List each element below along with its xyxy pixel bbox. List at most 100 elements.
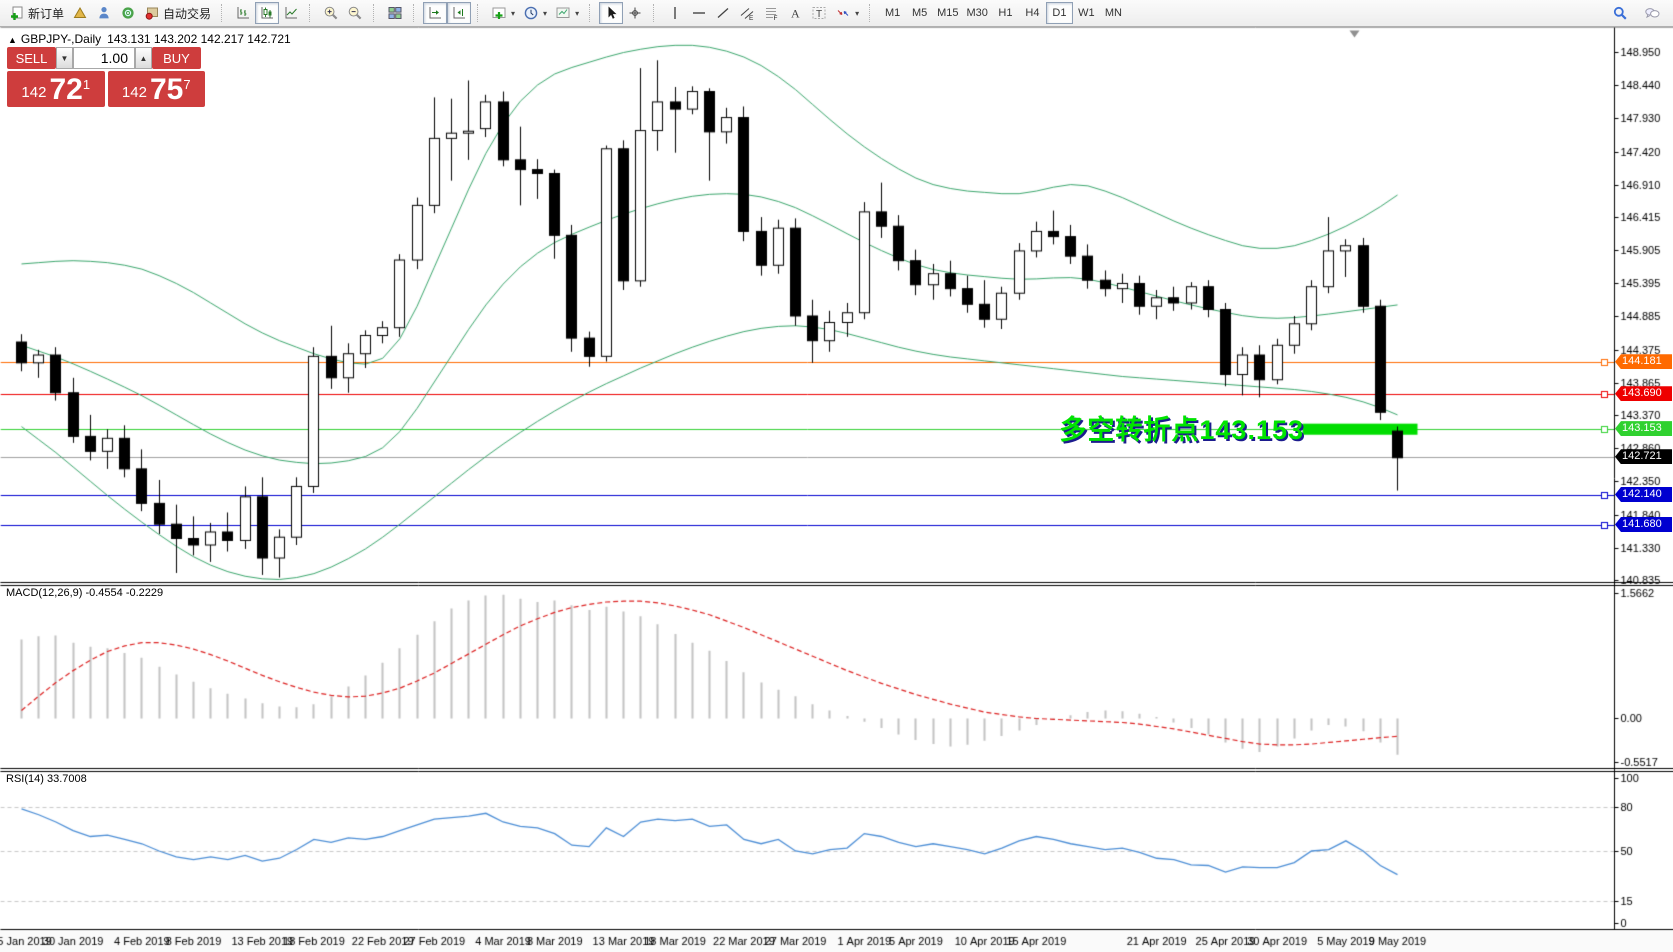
- chart-shift-button[interactable]: [447, 2, 472, 24]
- toolbar-group: 新订单 自动交易: [5, 2, 215, 24]
- sell-price-big: 72: [49, 73, 83, 106]
- buy-price-prefix: 142: [121, 84, 147, 101]
- vertical-line-button[interactable]: [663, 2, 687, 24]
- search-button[interactable]: [1608, 2, 1632, 24]
- cursor-button[interactable]: [599, 2, 624, 24]
- tile-windows-button[interactable]: [383, 2, 407, 24]
- text-button[interactable]: A: [783, 2, 807, 24]
- timeframe-group: M1 M5 M15 M30 H1 H4 D1 W1 MN: [879, 2, 1127, 24]
- svg-text:A: A: [791, 7, 800, 21]
- tf-h4-button[interactable]: H4: [1019, 2, 1046, 24]
- toolbar-group: [383, 2, 407, 24]
- trendline-icon: [717, 8, 729, 18]
- sell-price-sup: 1: [82, 77, 91, 92]
- tf-h1-button[interactable]: H1: [992, 2, 1019, 24]
- price-line-label-142.140[interactable]: 142.140: [1615, 487, 1672, 503]
- person-chart-icon: [99, 7, 109, 19]
- zoom-in-icon: [324, 6, 338, 20]
- volume-input[interactable]: [73, 47, 135, 69]
- auto-trading-label: 自动交易: [163, 6, 212, 21]
- buy-price-button[interactable]: 142 75 7: [107, 71, 205, 107]
- chat-button[interactable]: [1640, 2, 1664, 24]
- toolbar-separator: [653, 4, 659, 22]
- search-icon: [1613, 6, 1627, 20]
- chat-icon: [1645, 8, 1660, 19]
- toolbar-group: [319, 2, 367, 24]
- fibonacci-icon: F: [766, 8, 778, 21]
- text-label-button[interactable]: T: [807, 2, 831, 24]
- fibonacci-button[interactable]: F: [759, 2, 783, 24]
- new-order-button[interactable]: 新订单: [5, 2, 68, 24]
- chart-shift-icon: [453, 7, 466, 19]
- price-line-label-143.690[interactable]: 143.690: [1615, 386, 1672, 402]
- tf-w1-button[interactable]: W1: [1073, 2, 1100, 24]
- chart-title-bar: ▲ GBPJPY-,Daily 143.131 143.202 142.217 14…: [8, 32, 291, 46]
- indicators-icon: [492, 7, 506, 19]
- periods-button[interactable]: ▾: [519, 2, 551, 24]
- hline-icon: [693, 12, 706, 14]
- profiles-button[interactable]: [92, 2, 116, 24]
- indicators-list-button[interactable]: ▾: [487, 2, 519, 24]
- dropdown-arrow-icon: ▾: [511, 8, 516, 18]
- text-icon: A: [791, 7, 800, 21]
- tf-m1-label: M1: [884, 7, 901, 19]
- line-chart-button[interactable]: [279, 2, 303, 24]
- tf-h1-label: H1: [998, 7, 1013, 19]
- tf-d1-label: D1: [1052, 7, 1067, 19]
- templates-icon: [556, 7, 570, 18]
- tf-m1-button[interactable]: M1: [879, 2, 906, 24]
- tf-m30-button[interactable]: M30: [963, 2, 992, 24]
- new-order-label: 新订单: [28, 6, 65, 21]
- buy-button[interactable]: BUY: [152, 47, 201, 69]
- price-line-label-141.680[interactable]: 141.680: [1615, 516, 1672, 532]
- svg-text:E: E: [749, 15, 754, 21]
- horizontal-line-button[interactable]: [687, 2, 711, 24]
- periods-icon: [524, 6, 538, 20]
- tf-h4-label: H4: [1025, 7, 1040, 19]
- toolbar-group: [231, 2, 303, 24]
- toolbar-separator: [221, 4, 227, 22]
- price-line-label-144.181[interactable]: 144.181: [1615, 354, 1672, 370]
- cursor-icon: [608, 6, 617, 19]
- sell-button[interactable]: SELL: [7, 47, 56, 69]
- toolbar-group: E F A T ▾: [663, 2, 863, 24]
- price-line-label-143.153[interactable]: 143.153: [1615, 421, 1672, 437]
- symbol-name: GBPJPY-,Daily: [20, 32, 102, 46]
- toolbar-separator: [589, 4, 595, 22]
- chart-window-button[interactable]: [68, 2, 92, 24]
- toolbar-separator: [413, 4, 419, 22]
- chart-annotation-text[interactable]: 多空转折点143.153: [1059, 415, 1304, 445]
- zoom-in-button[interactable]: [319, 2, 343, 24]
- tf-d1-button[interactable]: D1: [1045, 2, 1073, 24]
- market-scan-button[interactable]: [116, 2, 140, 24]
- volume-decrease-button[interactable]: ▼: [56, 47, 73, 69]
- trendline-button[interactable]: [711, 2, 735, 24]
- sell-price-button[interactable]: 142 72 1: [7, 71, 105, 107]
- bid-price-label[interactable]: 142.721: [1615, 449, 1672, 465]
- zoom-out-button[interactable]: [343, 2, 367, 24]
- arrows-button[interactable]: ▾: [831, 2, 863, 24]
- crosshair-button[interactable]: [623, 2, 647, 24]
- bar-chart-button[interactable]: [231, 2, 255, 24]
- equidistant-channel-button[interactable]: E: [735, 2, 759, 24]
- volume-increase-button[interactable]: ▲: [135, 47, 152, 69]
- tf-m5-button[interactable]: M5: [906, 2, 933, 24]
- crosshair-icon: [629, 7, 641, 19]
- autotrade-icon: [145, 7, 159, 20]
- toolbar-group: [423, 2, 472, 24]
- radar-icon: [122, 7, 134, 19]
- templates-button[interactable]: ▾: [551, 2, 583, 24]
- tf-mn-button[interactable]: MN: [1100, 2, 1127, 24]
- tf-m15-button[interactable]: M15: [933, 2, 962, 24]
- dropdown-arrow-icon: ▾: [575, 8, 580, 18]
- auto-scroll-button[interactable]: [423, 2, 448, 24]
- auto-trading-button[interactable]: 自动交易: [140, 2, 215, 24]
- label-icon: T: [812, 7, 826, 20]
- new-order-icon: [11, 6, 23, 20]
- candlestick-chart-button[interactable]: [255, 2, 280, 24]
- toolbar-separator: [373, 4, 379, 22]
- svg-text:F: F: [774, 15, 778, 21]
- panel-collapse-arrow[interactable]: ▲: [8, 35, 17, 45]
